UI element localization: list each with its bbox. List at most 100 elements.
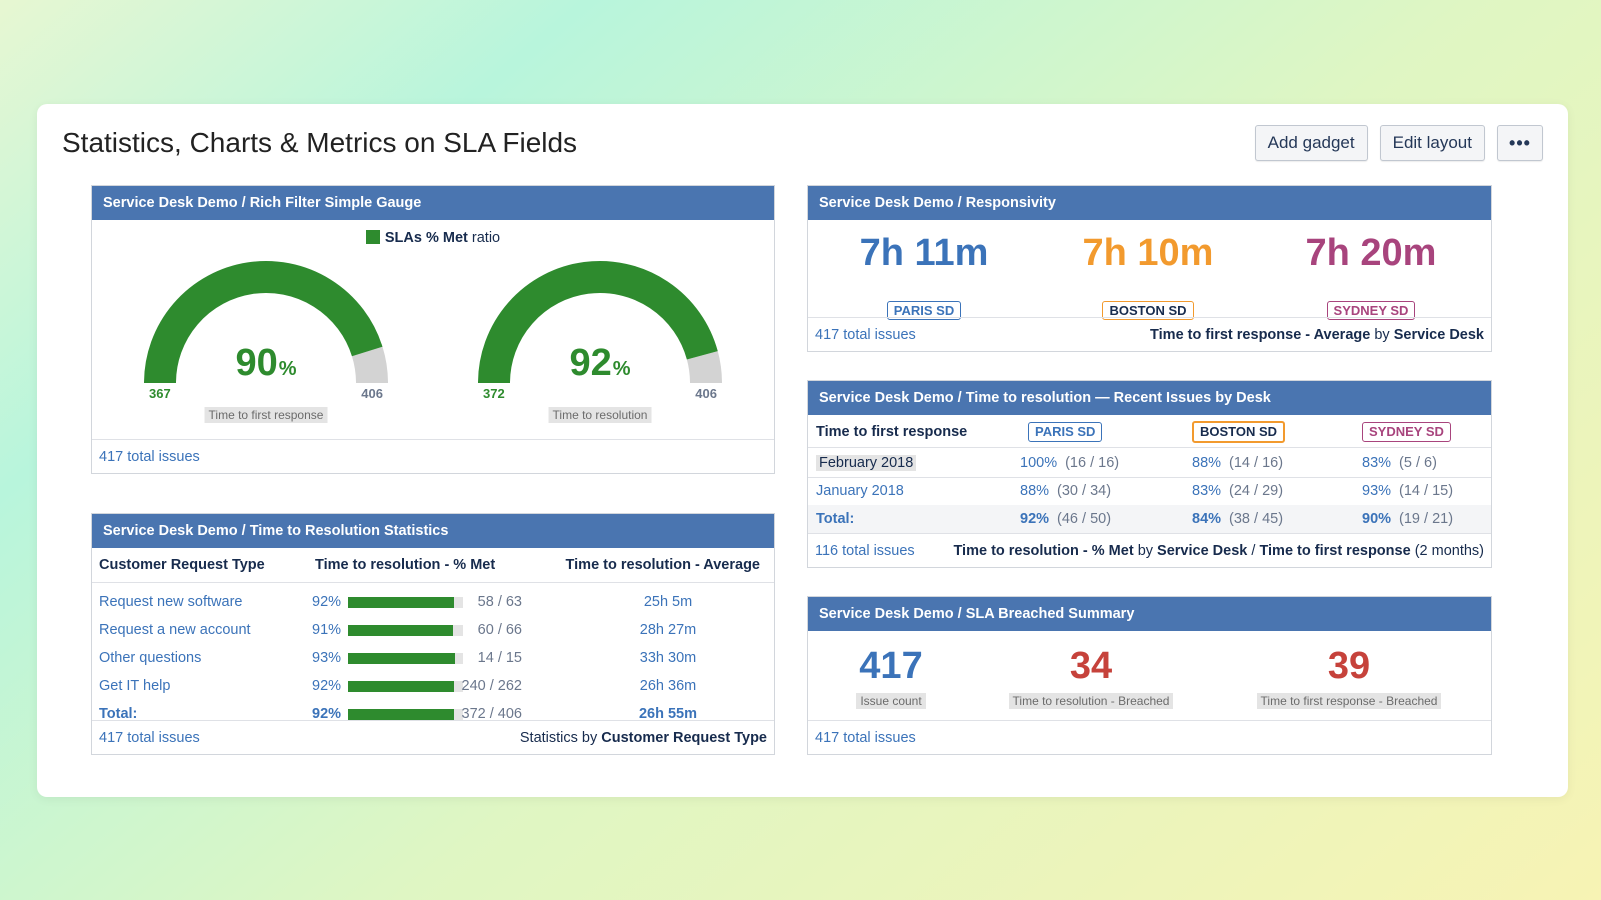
met-fraction: (14 / 16) (1229, 455, 1284, 471)
total-issues-link[interactable]: 116 total issues (815, 542, 915, 559)
desk-value-cell[interactable]: 88% (30 / 34) (1020, 477, 1111, 505)
responsivity-desk-1: 7h 11m PARIS SD (809, 232, 1039, 320)
met-bar (348, 597, 463, 608)
request-type-link[interactable]: Request new software (99, 594, 243, 610)
gauge-percent: 90% (141, 342, 391, 385)
add-gadget-button[interactable]: Add gadget (1254, 125, 1368, 161)
recent-row-header: Time to first response (816, 424, 968, 440)
met-percent: 84% (1192, 511, 1222, 527)
total-issues-link[interactable]: 417 total issues (99, 729, 200, 746)
footer-group-field: Service Desk (1393, 326, 1484, 343)
desk-badge: BOSTON SD (1192, 421, 1286, 443)
recent-issues-gadget-header[interactable]: Service Desk Demo / Time to resolution —… (808, 381, 1491, 415)
desk-badge: SYDNEY SD (1362, 422, 1451, 442)
recent-row: February 2018 100% (16 / 16) 88% (14 / 16) 83… (808, 449, 1491, 478)
met-percent: 90% (1362, 511, 1392, 527)
row-label-text: January 2018 (816, 483, 904, 499)
total-issues-link[interactable]: 417 total issues (815, 326, 916, 343)
gauge-resolution-chart (478, 261, 722, 384)
met-percent: 92% (1020, 511, 1050, 527)
breached-gadget: Service Desk Demo / SLA Breached Summary… (807, 596, 1492, 755)
recent-issues-gadget: Service Desk Demo / Time to resolution —… (807, 380, 1492, 568)
met-bar (348, 709, 463, 720)
total-issues-link[interactable]: 417 total issues (99, 448, 200, 465)
gauge-percent-value: 90 (235, 342, 278, 384)
met-percent: 88% (1020, 483, 1050, 499)
gauge-gadget: Service Desk Demo / Rich Filter Simple G… (91, 185, 775, 474)
desk-value-cell[interactable]: 88% (14 / 16) (1192, 449, 1283, 477)
gauge-min-value: 372 (483, 386, 505, 401)
met-count: 372 / 406 (461, 706, 522, 722)
column-header-average[interactable]: Time to resolution - Average (565, 557, 760, 573)
gauge-gadget-header[interactable]: Service Desk Demo / Rich Filter Simple G… (92, 186, 774, 220)
request-type-link[interactable]: Get IT help (99, 678, 171, 694)
footer-group-field: Service Desk (1157, 542, 1248, 559)
desk-value-cell[interactable]: 100% (16 / 16) (1020, 449, 1119, 477)
desk-value-cell[interactable]: 90% (19 / 21) (1362, 505, 1453, 533)
desk-column-header[interactable]: SYDNEY SD (1362, 417, 1451, 445)
legend-swatch (365, 230, 380, 244)
gauge-percent-symbol: % (612, 358, 631, 380)
request-type-link[interactable]: Other questions (99, 650, 202, 666)
gauge-met-arc (478, 261, 718, 384)
recent-total-row: Total: 92% (46 / 50) 84% (38 / 45) 90% (19 / 2… (808, 505, 1491, 534)
responsivity-gadget: Service Desk Demo / Responsivity 7h 11m P… (807, 185, 1492, 352)
row-label-text: February 2018 (816, 455, 917, 471)
met-bar-fill (348, 653, 455, 664)
met-percent: 83% (1362, 455, 1392, 471)
statistics-gadget: Service Desk Demo / Time to Resolution S… (91, 513, 775, 755)
total-label: Total: (816, 505, 854, 533)
statistics-header-row: Customer Request Type Time to resolution… (92, 550, 774, 583)
met-bar-fill (348, 681, 454, 692)
recent-row: January 2018 88% (30 / 34) 83% (24 / 29) 93% (… (808, 477, 1491, 506)
total-issues-link[interactable]: 417 total issues (815, 729, 916, 746)
request-type-link[interactable]: Request a new account (99, 622, 251, 638)
footer-by: by (1374, 326, 1390, 343)
breached-item-3[interactable]: 39 Time to first response - Breached (1239, 645, 1459, 710)
met-fraction: (14 / 15) (1399, 483, 1454, 499)
gauge-first-response: 90% 367 406 Time to first response (141, 258, 391, 428)
breached-count: 417 (859, 645, 923, 687)
breached-caption: Issue count (856, 693, 926, 709)
desk-value-cell[interactable]: 92% (46 / 50) (1020, 505, 1111, 533)
average-response-value: 7h 10m (1082, 232, 1214, 274)
desk-value-cell[interactable]: 83% (5 / 6) (1362, 449, 1437, 477)
column-header-type[interactable]: Customer Request Type (99, 557, 265, 573)
row-label-text: Total: (816, 511, 855, 527)
page-title: Statistics, Charts & Metrics on SLA Fiel… (62, 127, 578, 158)
desk-value-cell[interactable]: 83% (24 / 29) (1192, 477, 1283, 505)
gauge-min-value: 367 (149, 386, 171, 401)
desk-value-cell[interactable]: 93% (14 / 15) (1362, 477, 1453, 505)
desk-column-header[interactable]: BOSTON SD (1192, 417, 1286, 445)
met-bar (348, 681, 463, 692)
statistics-gadget-header[interactable]: Service Desk Demo / Time to Resolution S… (92, 514, 774, 548)
average-response-value: 7h 11m (859, 232, 989, 274)
breached-item-1[interactable]: 417 Issue count (781, 645, 1001, 710)
gauge-percent-symbol: % (278, 358, 297, 380)
gauge-met-arc (144, 260, 383, 384)
met-percent: 92% (312, 594, 342, 610)
more-options-button[interactable]: ••• (1497, 125, 1543, 161)
breached-gadget-header[interactable]: Service Desk Demo / SLA Breached Summary (808, 597, 1491, 631)
month-label[interactable]: January 2018 (816, 477, 904, 505)
recent-footer-description: Time to resolution - % Met by Service De… (953, 543, 1484, 559)
responsivity-gadget-header[interactable]: Service Desk Demo / Responsivity (808, 186, 1491, 220)
footer-slash: / (1251, 542, 1256, 559)
met-percent: 92% (312, 678, 342, 694)
average-value: 25h 5m (643, 594, 693, 610)
responsivity-footer-description: Time to first response - Average by Serv… (1150, 327, 1484, 343)
desk-column-header[interactable]: PARIS SD (1028, 417, 1103, 445)
desk-badge: BOSTON SD (1102, 301, 1194, 320)
average-value: 33h 30m (639, 650, 697, 666)
met-bar-fill (348, 709, 454, 720)
breached-item-2[interactable]: 34 Time to resolution - Breached (981, 645, 1201, 710)
column-header-met[interactable]: Time to resolution - % Met (315, 557, 496, 573)
gauge-legend: SLAs % Met ratio (92, 230, 774, 246)
met-bar-fill (348, 597, 454, 608)
average-value: 26h 55m (638, 706, 698, 722)
breached-count: 39 (1327, 645, 1371, 687)
dashboard-card: Statistics, Charts & Metrics on SLA Fiel… (37, 104, 1568, 797)
edit-layout-button[interactable]: Edit layout (1379, 125, 1485, 161)
month-label[interactable]: February 2018 (816, 449, 917, 477)
desk-value-cell[interactable]: 84% (38 / 45) (1192, 505, 1283, 533)
